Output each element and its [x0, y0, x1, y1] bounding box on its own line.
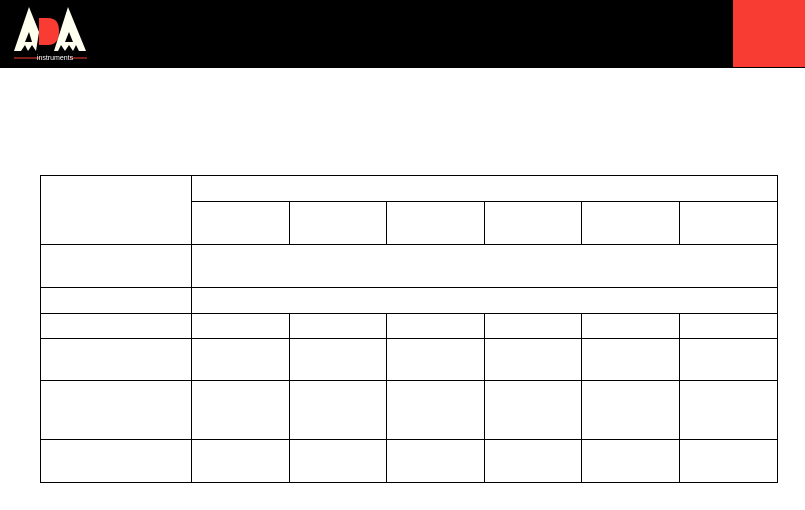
table-row — [40, 313, 779, 339]
table-cell — [484, 201, 582, 245]
table-cell — [581, 201, 680, 245]
table-cell — [40, 439, 192, 483]
table-cell — [386, 380, 485, 440]
table-cell — [386, 338, 485, 381]
table-cell — [386, 201, 485, 245]
table-cell — [191, 380, 290, 440]
table-cell — [190, 244, 779, 288]
table-cell — [484, 338, 582, 381]
table-cell — [40, 287, 192, 314]
table-cell — [581, 313, 680, 339]
table-cell — [191, 201, 290, 245]
table-row — [40, 380, 779, 440]
table-row — [40, 338, 779, 381]
ada-instruments-logo: instruments — [14, 7, 87, 62]
table-cell — [678, 201, 779, 245]
table-cell — [40, 338, 192, 381]
table-cell — [678, 313, 779, 339]
table-cell — [40, 175, 192, 245]
logo-tagline: instruments — [37, 55, 74, 62]
spec-table — [40, 175, 779, 483]
table-row — [40, 175, 779, 245]
table-cell — [386, 313, 485, 339]
table-row — [40, 244, 779, 288]
table-cell — [191, 439, 290, 483]
table-cell — [289, 439, 387, 483]
table-cell — [190, 175, 779, 202]
table-row — [40, 287, 779, 314]
table-cell — [289, 313, 387, 339]
table-cell — [581, 338, 680, 381]
table-cell — [191, 313, 290, 339]
table-row — [41, 201, 779, 245]
table-cell — [678, 338, 779, 381]
table-cell — [581, 439, 680, 483]
table-cell — [678, 380, 779, 440]
table-cell — [40, 244, 192, 288]
table-cell — [191, 338, 290, 381]
page-header: instruments — [0, 0, 805, 68]
table-row — [40, 439, 779, 483]
table-cell — [484, 313, 582, 339]
table-cell — [289, 338, 387, 381]
table-cell — [289, 380, 387, 440]
table-cell — [581, 380, 680, 440]
accent-block — [733, 0, 805, 67]
table-cell — [484, 380, 582, 440]
table-cell — [289, 201, 387, 245]
table-cell — [484, 439, 582, 483]
table-cell — [386, 439, 485, 483]
table-cell — [40, 380, 192, 440]
table-cell — [678, 439, 779, 483]
table-cell — [190, 287, 779, 314]
table-cell — [40, 313, 192, 339]
